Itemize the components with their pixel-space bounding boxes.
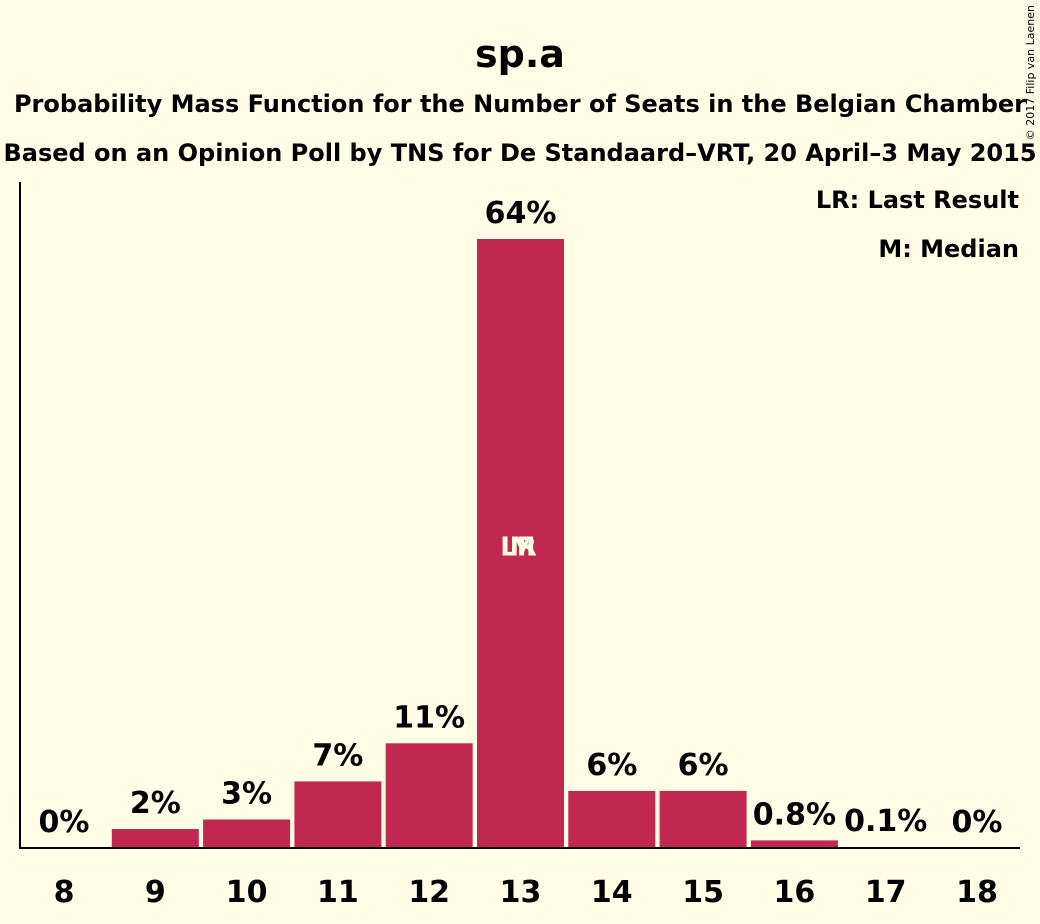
chart-subtitle: Probability Mass Function for the Number… (14, 90, 1026, 118)
x-tick-label: 12 (408, 875, 450, 910)
marker-m: M (510, 533, 536, 563)
chart-subtitle-2: Based on an Opinion Poll by TNS for De S… (3, 139, 1036, 167)
bar-12 (385, 743, 473, 848)
legend-last-result: LR: Last Result (816, 186, 1019, 214)
bar-10 (203, 819, 291, 848)
bar-14 (568, 790, 656, 848)
x-tick-label: 15 (682, 875, 724, 910)
bars-group: 0% 8 2% 9 3% 10 7% 11 11% 12 64% 13 6% 14 6% 15 0.8% 16 0.… (39, 196, 1003, 910)
bar-9 (111, 829, 199, 848)
bar-11 (294, 781, 382, 848)
bar-16 (750, 840, 838, 848)
bar-value-label: 0% (39, 805, 90, 840)
bar-value-label: 6% (678, 748, 729, 783)
bar-value-label: 0% (952, 805, 1003, 840)
bar-value-label: 0.1% (844, 804, 927, 839)
x-tick-label: 17 (865, 875, 907, 910)
x-tick-label: 13 (500, 875, 542, 910)
marker-lr: LR (500, 533, 537, 563)
legend-median: M: Median (878, 235, 1019, 263)
bar-value-label: 7% (312, 738, 363, 773)
bar-13 (477, 239, 564, 848)
bar-value-label: 2% (130, 786, 181, 821)
bar-value-label: 11% (393, 700, 465, 735)
bar-value-label: 0.8% (753, 797, 836, 832)
x-tick-label: 14 (591, 875, 633, 910)
x-tick-label: 11 (317, 875, 359, 910)
bar-value-label: 6% (586, 748, 637, 783)
x-tick-label: 9 (145, 875, 166, 910)
bar-value-label: 64% (485, 196, 557, 231)
copyright-text: © 2017 Filip van Laenen (1024, 5, 1037, 140)
bar-value-label: 3% (221, 777, 272, 812)
bar-15 (659, 790, 747, 848)
x-tick-label: 10 (226, 875, 268, 910)
x-tick-label: 8 (54, 875, 75, 910)
x-tick-label: 16 (774, 875, 816, 910)
chart-title: sp.a (475, 32, 565, 76)
x-tick-label: 18 (956, 875, 998, 910)
